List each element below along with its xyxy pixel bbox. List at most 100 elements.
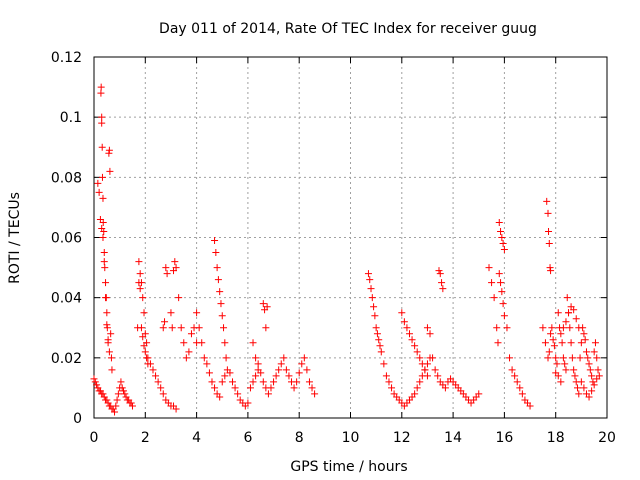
data-point (545, 348, 553, 356)
data-point (421, 366, 429, 374)
data-point (103, 321, 111, 329)
data-point (562, 366, 570, 374)
data-point (408, 336, 416, 344)
data-point (105, 149, 113, 157)
data-point (311, 390, 319, 398)
data-point (546, 264, 554, 272)
data-point (557, 330, 565, 338)
y-tick-label: 0.1 (60, 110, 82, 126)
data-point (577, 339, 585, 347)
data-point (234, 390, 242, 398)
data-point (516, 384, 524, 392)
data-point (162, 264, 170, 272)
data-point (252, 354, 260, 362)
data-point (584, 354, 592, 362)
data-point (96, 215, 104, 223)
data-point (498, 288, 506, 296)
data-point (231, 384, 239, 392)
data-point (105, 348, 113, 356)
data-point (229, 378, 237, 386)
data-point (581, 336, 589, 344)
data-point (249, 339, 257, 347)
data-point (99, 194, 107, 202)
data-point (375, 336, 383, 344)
data-point (495, 270, 503, 278)
data-point (277, 360, 285, 368)
data-point (588, 372, 596, 380)
data-point (220, 324, 228, 332)
data-point (177, 324, 185, 332)
data-point (107, 354, 115, 362)
data-point (98, 224, 106, 232)
data-point (213, 264, 221, 272)
data-point (280, 354, 288, 362)
data-point (559, 324, 567, 332)
data-point (572, 315, 580, 323)
data-point (259, 378, 267, 386)
data-point (580, 330, 588, 338)
data-point (493, 324, 501, 332)
data-point (380, 360, 388, 368)
data-point (298, 360, 306, 368)
data-point (544, 209, 552, 217)
data-point (550, 342, 558, 350)
data-point (553, 360, 561, 368)
data-point (105, 146, 113, 154)
data-point (494, 339, 502, 347)
data-point (539, 324, 547, 332)
data-point (561, 360, 569, 368)
data-point (226, 369, 234, 377)
data-point (102, 279, 110, 287)
data-point (263, 303, 271, 311)
data-point (518, 390, 526, 398)
data-point (293, 378, 301, 386)
x-tick-label: 10 (342, 430, 360, 446)
data-point (117, 378, 125, 386)
data-point (94, 179, 102, 187)
y-tick-label: 0.06 (51, 231, 82, 247)
data-point (577, 378, 585, 386)
data-point (221, 372, 229, 380)
data-point (426, 330, 434, 338)
data-point (405, 330, 413, 338)
data-point (366, 276, 374, 284)
x-tick-label: 2 (141, 430, 150, 446)
data-point (441, 384, 449, 392)
grid-lines (94, 57, 607, 418)
data-point (136, 285, 144, 293)
data-point (254, 360, 262, 368)
y-tick-label: 0.02 (51, 351, 82, 367)
data-point (563, 294, 571, 302)
data-point (439, 285, 447, 293)
data-point (159, 390, 167, 398)
data-point (267, 384, 275, 392)
data-point (499, 300, 507, 308)
data-point (91, 378, 99, 386)
data-point (568, 354, 576, 362)
data-point (100, 258, 108, 266)
data-point (295, 369, 303, 377)
data-point (111, 408, 119, 416)
data-point (98, 119, 106, 127)
data-point (161, 318, 169, 326)
data-point (139, 294, 147, 302)
data-point (370, 303, 378, 311)
data-point (552, 354, 560, 362)
data-point (217, 300, 225, 308)
data-point (403, 324, 411, 332)
data-point (570, 306, 578, 314)
data-point (549, 336, 557, 344)
data-point (93, 381, 101, 389)
data-point (431, 366, 439, 374)
data-point (411, 390, 419, 398)
x-tick-label: 14 (444, 430, 462, 446)
data-point (108, 366, 116, 374)
y-tick-label: 0.04 (51, 291, 82, 307)
data-point (485, 264, 493, 272)
data-point (127, 399, 135, 407)
data-point (303, 366, 311, 374)
data-point (246, 384, 254, 392)
x-tick-label: 4 (192, 430, 201, 446)
data-point (163, 270, 171, 278)
